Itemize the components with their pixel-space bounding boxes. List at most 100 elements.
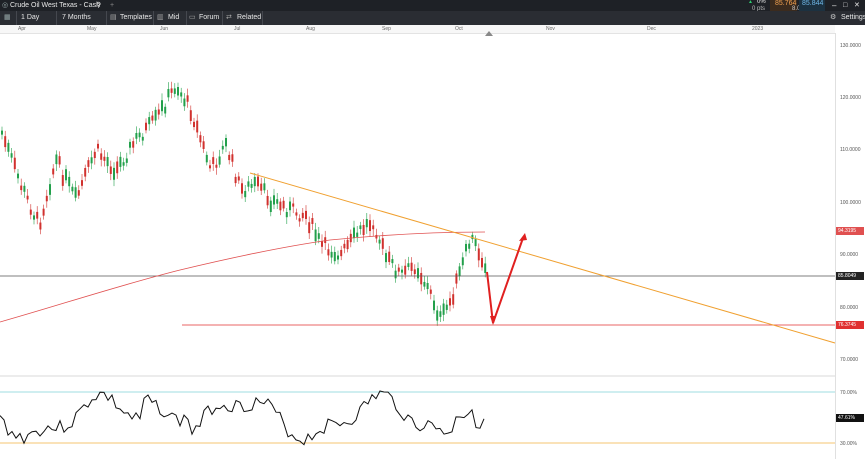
- moving-average-line: [0, 231, 486, 323]
- time-label: Aug: [306, 26, 315, 32]
- candle-body: [183, 98, 186, 107]
- candle-body: [161, 100, 163, 112]
- top-bar: ◎ Crude Oil West Texas - Cash ⚲ + ▲ 0% 0…: [0, 0, 865, 12]
- candle-body: [186, 95, 189, 102]
- candle-body: [442, 303, 445, 315]
- price-type-icon: ▥: [157, 14, 164, 21]
- templates-button[interactable]: Templates: [120, 14, 152, 21]
- range-selector[interactable]: 7 Months: [62, 14, 91, 21]
- ask-price: 85.844: [802, 0, 824, 7]
- price-type-selector[interactable]: Mid: [168, 14, 180, 21]
- price-label: 90.0000: [840, 252, 859, 258]
- candle-body: [388, 251, 391, 263]
- price-label: 120.0000: [840, 95, 861, 101]
- candle-body: [305, 210, 307, 219]
- candle-body: [26, 195, 29, 200]
- candle-body: [436, 310, 439, 321]
- scroll-handle-icon: [485, 31, 493, 36]
- candle-body: [484, 263, 487, 273]
- candle-body: [301, 212, 304, 219]
- candle-body: [449, 298, 451, 306]
- candle-body: [42, 208, 45, 216]
- candle-body: [77, 190, 80, 196]
- forum-button[interactable]: Forum: [199, 14, 220, 21]
- price-label: 70.0000: [840, 357, 859, 363]
- timeframe-selector[interactable]: 1 Day: [21, 14, 40, 21]
- candle-body: [244, 190, 247, 198]
- candle-body: [13, 157, 16, 170]
- candle-body: [314, 229, 317, 242]
- candle-body: [269, 200, 272, 213]
- candle-body: [154, 109, 157, 121]
- candle-body: [241, 183, 243, 194]
- candle-body: [202, 141, 205, 149]
- candle-body: [167, 89, 170, 98]
- candle-body: [231, 154, 234, 162]
- trendline: [249, 172, 836, 344]
- candle-body: [439, 311, 442, 317]
- candle-body: [33, 215, 35, 220]
- candle-body: [180, 92, 183, 97]
- grid-menu-icon[interactable]: ▦: [4, 14, 11, 21]
- support-price-badge: 76.3745: [836, 321, 864, 329]
- candle-body: [263, 183, 266, 191]
- related-button[interactable]: Related: [237, 14, 262, 21]
- candle-body: [228, 154, 231, 161]
- candle-body: [356, 232, 359, 237]
- candle-body: [116, 161, 119, 174]
- candle-body: [452, 294, 455, 305]
- close-icon[interactable]: ✕: [854, 2, 860, 9]
- price-label: 110.0000: [840, 147, 861, 153]
- candle-body: [445, 304, 448, 310]
- candle-body: [295, 212, 298, 216]
- candle-body: [330, 251, 333, 258]
- minimize-icon[interactable]: –: [832, 1, 837, 10]
- candle-body: [23, 185, 26, 192]
- candle-body: [397, 267, 400, 272]
- candle-body: [113, 167, 115, 180]
- price-axis: 130.0000 120.0000 110.0000 100.0000 90.0…: [835, 33, 865, 459]
- candle-body: [378, 239, 381, 244]
- candle-body: [7, 142, 10, 152]
- candle-body: [151, 115, 154, 121]
- candle-body: [273, 195, 275, 205]
- instrument-title[interactable]: Crude Oil West Texas - Cash: [10, 2, 100, 9]
- forum-icon: ▭: [189, 14, 196, 21]
- candle-body: [426, 282, 429, 290]
- buy-button[interactable]: 85.844: [799, 0, 825, 11]
- change-points: 0 pts: [752, 6, 766, 12]
- maximize-icon[interactable]: □: [843, 2, 848, 9]
- candle-body: [401, 269, 403, 273]
- candle-body: [97, 143, 99, 149]
- candle-body: [407, 263, 410, 267]
- change-up-icon: ▲: [748, 0, 753, 5]
- candle-body: [71, 186, 74, 192]
- search-icon[interactable]: ⚲: [96, 2, 102, 9]
- templates-icon: ▤: [110, 14, 117, 21]
- candle-body: [10, 153, 13, 158]
- candle-body: [45, 195, 48, 202]
- candle-body: [215, 164, 218, 168]
- candle-body: [260, 183, 263, 191]
- time-label: Apr: [18, 26, 26, 32]
- last-price-badge: 85.8049: [836, 272, 864, 280]
- candle-body: [119, 156, 122, 167]
- sell-button[interactable]: 85.764: [770, 0, 797, 11]
- settings-button[interactable]: Settings: [841, 14, 865, 21]
- candle-body: [292, 203, 295, 207]
- candle-body: [391, 259, 394, 264]
- candle-body: [257, 176, 259, 187]
- spread-value: 8.0: [792, 6, 801, 12]
- candle-body: [276, 199, 279, 204]
- candle-body: [365, 219, 368, 228]
- gear-icon[interactable]: ⚙: [830, 14, 837, 21]
- candle-body: [375, 234, 378, 239]
- add-tab-icon[interactable]: +: [110, 2, 115, 9]
- candle-body: [385, 253, 387, 263]
- candle-body: [340, 249, 343, 257]
- candle-body: [327, 249, 330, 256]
- candle-body: [74, 187, 77, 198]
- candle-body: [157, 109, 160, 115]
- ma-price-badge: 94.3195: [836, 227, 864, 235]
